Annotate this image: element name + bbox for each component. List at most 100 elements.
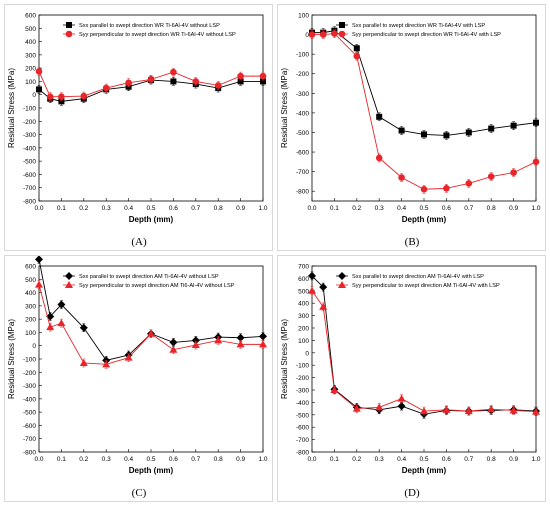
x-tick-label: 0.9 <box>509 456 518 463</box>
x-tick-label: 0.5 <box>419 456 428 463</box>
legend-marker <box>339 22 345 28</box>
data-point <box>237 78 244 85</box>
data-point <box>510 169 517 176</box>
y-tick-label: -300 <box>296 91 309 98</box>
data-point <box>487 173 495 180</box>
y-tick-label: 400 <box>298 301 309 308</box>
series-line <box>311 275 537 415</box>
data-point <box>259 340 267 348</box>
legend-label: Syy perpendicular to swept direction WR … <box>352 32 501 38</box>
data-point <box>398 174 405 181</box>
data-point <box>464 407 473 415</box>
data-point <box>125 79 132 87</box>
x-tick-label: 0.6 <box>169 205 178 212</box>
y-tick-label: -100 <box>23 357 36 364</box>
x-tick-label: 0.8 <box>214 456 223 463</box>
x-tick-label: 0.9 <box>236 456 245 463</box>
data-point <box>46 312 55 321</box>
x-tick-label: 0.5 <box>146 456 155 463</box>
x-tick-label: 0.6 <box>442 205 451 212</box>
legend-label: Sxx parallel to swept direction AM Ti-6A… <box>352 274 484 280</box>
y-tick-label: 0 <box>32 92 36 99</box>
y-tick-label: 300 <box>25 303 36 310</box>
series-0 <box>309 26 539 140</box>
x-tick-label: 0.6 <box>442 456 451 463</box>
legend-label: Sxx parallel to swept direction WR Ti-6A… <box>352 23 485 29</box>
y-axis-label: Residual Stress (MPa) <box>7 319 16 399</box>
x-tick-label: 0.1 <box>57 205 66 212</box>
data-point <box>308 286 316 294</box>
plot-frame <box>38 14 264 202</box>
data-point <box>353 45 360 52</box>
chart-panel-b: 100 0 -100 -200 -300 -400 -500 -600 -700 -800 0.0 0… <box>277 4 546 251</box>
y-tick-label: -400 <box>23 145 36 152</box>
series-1 <box>308 29 540 194</box>
y-tick-label: -200 <box>23 119 36 126</box>
x-tick-label: 1.0 <box>531 456 540 463</box>
data-point <box>421 131 427 138</box>
plot-frame <box>38 265 264 453</box>
y-tick-label: 300 <box>25 52 36 59</box>
y-tick-label: -600 <box>296 150 309 157</box>
y-tick-label: -400 <box>23 396 36 403</box>
x-axis-label: Depth (mm) <box>129 215 174 224</box>
legend-label: Syy perpendicular to swept direction AM … <box>352 283 500 289</box>
y-tick-label: 600 <box>298 276 309 283</box>
x-tick-label: 0.4 <box>397 456 406 463</box>
data-point <box>319 302 328 310</box>
x-tick-label: 0.3 <box>375 456 384 463</box>
data-point <box>170 68 177 76</box>
y-tick-label: -300 <box>23 383 36 390</box>
data-point <box>510 122 517 129</box>
series-0 <box>35 256 267 365</box>
data-point <box>236 333 245 342</box>
x-tick-label: 0.7 <box>191 456 200 463</box>
data-point <box>80 92 88 100</box>
x-tick-label: 0.2 <box>352 205 361 212</box>
x-tick-label: 0.5 <box>146 205 155 212</box>
y-tick-label: 200 <box>298 326 309 333</box>
chart-svg-c: 600 500 400 300 200 100 0 -100 -200 -300 -400 -500 -… <box>7 256 268 475</box>
data-point <box>58 98 65 105</box>
x-axis-label: Depth (mm) <box>402 215 447 224</box>
x-tick-label: 0.7 <box>191 205 200 212</box>
data-point <box>397 394 406 402</box>
x-tick-label: 0.2 <box>79 456 88 463</box>
data-point <box>58 93 65 101</box>
y-tick-label: 100 <box>25 79 36 86</box>
data-point <box>237 72 244 80</box>
x-tick-label: 0.3 <box>102 456 111 463</box>
data-point <box>102 360 111 368</box>
chart-svg-a: 600 500 400 300 200 100 0 -100 -200 -300 -400 -500 -… <box>7 13 268 225</box>
data-point <box>331 30 338 37</box>
x-tick-label: 0.4 <box>397 205 406 212</box>
data-point <box>169 345 178 353</box>
legend-label: Sxx parallel to swept direction WR Ti-6A… <box>79 23 220 29</box>
data-point <box>35 280 43 288</box>
data-point <box>353 52 361 60</box>
data-point <box>259 72 267 80</box>
data-point <box>397 402 406 411</box>
data-point <box>532 158 540 166</box>
data-point <box>375 154 383 162</box>
x-tick-label: 0.5 <box>419 205 428 212</box>
chart-panel-a: 600 500 400 300 200 100 0 -100 -200 -300 -400 -500 -… <box>4 4 273 251</box>
legend-label: Sxx parallel to swept direction AM Ti-6A… <box>79 274 219 280</box>
x-tick-label: 0.1 <box>330 456 339 463</box>
legend: Sxx parallel to swept direction AM Ti-6A… <box>336 272 500 289</box>
data-point <box>57 319 66 327</box>
data-point <box>443 132 450 139</box>
legend-marker <box>338 272 346 280</box>
data-point <box>260 78 266 85</box>
legend: Sxx parallel to swept direction AM Ti-6A… <box>63 272 235 289</box>
data-point <box>352 404 361 412</box>
x-tick-label: 0.0 <box>307 456 316 463</box>
x-tick-label: 0.7 <box>464 205 473 212</box>
data-point <box>46 93 54 101</box>
y-tick-label: -800 <box>23 199 36 206</box>
y-tick-label: 500 <box>25 277 36 284</box>
y-tick-label: 200 <box>25 317 36 324</box>
data-point <box>147 329 155 337</box>
y-tick-label: -300 <box>23 132 36 139</box>
data-point <box>330 386 339 393</box>
